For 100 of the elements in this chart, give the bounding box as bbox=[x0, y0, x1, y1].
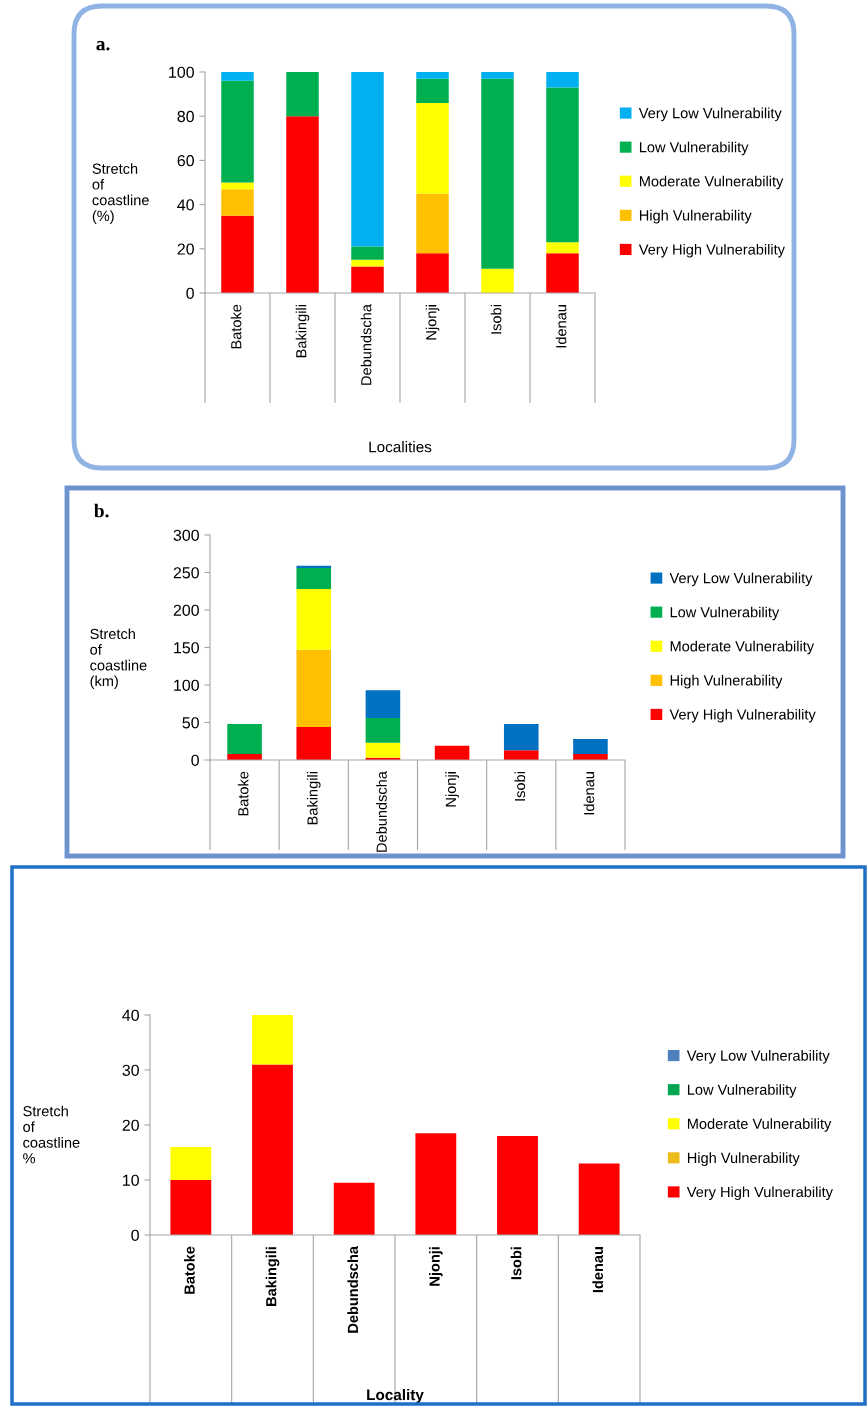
bar bbox=[415, 1133, 457, 1235]
legend-label: Moderate Vulnerability bbox=[639, 175, 784, 190]
y-tick-label: 0 bbox=[131, 1229, 139, 1241]
bar bbox=[221, 215, 254, 293]
bar bbox=[227, 724, 262, 754]
y-tick-label: 300 bbox=[173, 529, 199, 541]
bar bbox=[170, 1180, 212, 1235]
y-axis-title: Stretch of coastline (%) bbox=[92, 163, 149, 224]
bar bbox=[481, 72, 514, 79]
bar bbox=[434, 745, 470, 760]
y-tick-label: 100 bbox=[169, 66, 194, 78]
bar bbox=[296, 649, 332, 727]
y-tick-label: 60 bbox=[177, 155, 194, 167]
y-tick-label: 30 bbox=[122, 1064, 139, 1076]
bar bbox=[546, 242, 579, 254]
x-tick-label: Bakingili bbox=[306, 772, 321, 825]
bar bbox=[546, 87, 579, 243]
bar bbox=[546, 72, 579, 88]
x-tick-label: Debundscha bbox=[376, 771, 387, 852]
legend-label: Very Low Vulnerability bbox=[686, 1050, 830, 1064]
bar bbox=[481, 268, 514, 293]
bar bbox=[351, 266, 384, 293]
legend-label: Very High Vulnerability bbox=[669, 708, 816, 723]
legend-label: Very Low Vulnerability bbox=[669, 572, 813, 587]
bar bbox=[221, 80, 254, 183]
bar bbox=[351, 259, 384, 267]
bar bbox=[546, 253, 579, 293]
legend-label: Very High Vulnerability bbox=[638, 243, 785, 258]
bar bbox=[296, 727, 332, 760]
bar bbox=[286, 116, 319, 293]
y-tick-label: 20 bbox=[177, 243, 194, 255]
bar bbox=[252, 1015, 293, 1065]
bar bbox=[351, 246, 384, 260]
bar bbox=[416, 102, 449, 194]
x-tick-label: Debundscha bbox=[360, 304, 372, 385]
y-tick-label: 150 bbox=[174, 642, 199, 654]
bar bbox=[416, 78, 449, 103]
y-tick-label: 0 bbox=[191, 754, 199, 766]
x-tick-label: Batoke bbox=[237, 771, 249, 816]
legend-label: High Vulnerability bbox=[687, 1152, 800, 1166]
x-tick-label: Batoke bbox=[184, 1246, 195, 1294]
chart-title: a. bbox=[96, 41, 110, 51]
bar bbox=[351, 72, 384, 247]
x-tick-label: Bakingili bbox=[265, 1247, 280, 1306]
bar bbox=[365, 718, 401, 743]
y-tick-label: 80 bbox=[177, 110, 194, 123]
legend-label: High Vulnerability bbox=[639, 209, 752, 224]
y-tick-label: 20 bbox=[122, 1119, 139, 1131]
legend-label: High Vulnerability bbox=[670, 674, 783, 689]
legend-label: Very Low Vulnerability bbox=[638, 107, 782, 122]
x-tick-label: Idenau bbox=[555, 305, 567, 348]
legend-label: Low Vulnerability bbox=[687, 1084, 797, 1098]
y-tick-label: 250 bbox=[173, 567, 199, 579]
bar bbox=[221, 182, 254, 190]
x-tick-label: Njonji bbox=[429, 1247, 443, 1286]
bar bbox=[365, 742, 401, 758]
bar bbox=[416, 72, 449, 79]
legend-label: Low Vulnerability bbox=[639, 141, 749, 156]
bar bbox=[497, 1136, 538, 1235]
y-tick-label: 200 bbox=[173, 604, 199, 616]
legend-label: Very High Vulnerability bbox=[686, 1186, 833, 1201]
bar bbox=[365, 690, 401, 718]
x-tick-label: Isobi bbox=[490, 305, 502, 334]
x-tick-label: Batoke bbox=[230, 304, 242, 349]
y-axis-title: Stretch of coastline % bbox=[23, 1105, 80, 1164]
x-tick-label: Njonji bbox=[425, 305, 440, 340]
x-tick-label: Isobi bbox=[514, 772, 526, 801]
bar bbox=[416, 193, 449, 254]
y-tick-label: 40 bbox=[177, 199, 194, 211]
bar bbox=[481, 78, 514, 269]
bar bbox=[252, 1064, 293, 1235]
bar bbox=[578, 1163, 620, 1235]
y-tick-label: 50 bbox=[182, 717, 199, 729]
x-tick-label: Debundscha bbox=[347, 1246, 359, 1333]
x-tick-label: Idenau bbox=[583, 772, 595, 815]
x-tick-label: Isobi bbox=[510, 1247, 522, 1280]
bar bbox=[296, 589, 332, 650]
bar bbox=[221, 72, 254, 81]
bar bbox=[221, 189, 254, 216]
bar bbox=[333, 1182, 375, 1235]
bar bbox=[503, 724, 539, 751]
y-axis-title: Stretch of coastline (km) bbox=[90, 628, 147, 690]
x-axis-title: Localities bbox=[369, 441, 432, 453]
y-tick-label: 40 bbox=[122, 1009, 139, 1021]
bar bbox=[296, 565, 332, 568]
bar bbox=[170, 1147, 212, 1180]
x-tick-label: Idenau bbox=[592, 1247, 604, 1293]
x-axis-title: Locality bbox=[367, 1389, 424, 1404]
y-tick-label: 100 bbox=[174, 679, 199, 691]
x-tick-label: Njonji bbox=[445, 772, 459, 807]
x-tick-label: Bakingili bbox=[295, 305, 310, 358]
bar bbox=[296, 568, 332, 589]
legend-label: Moderate Vulnerability bbox=[670, 640, 815, 655]
bar bbox=[416, 253, 449, 293]
bar bbox=[503, 750, 539, 760]
bar bbox=[573, 739, 608, 754]
bar bbox=[286, 72, 319, 117]
y-tick-label: 0 bbox=[186, 287, 194, 299]
y-tick-label: 10 bbox=[123, 1174, 139, 1186]
legend-label: Low Vulnerability bbox=[670, 606, 780, 621]
